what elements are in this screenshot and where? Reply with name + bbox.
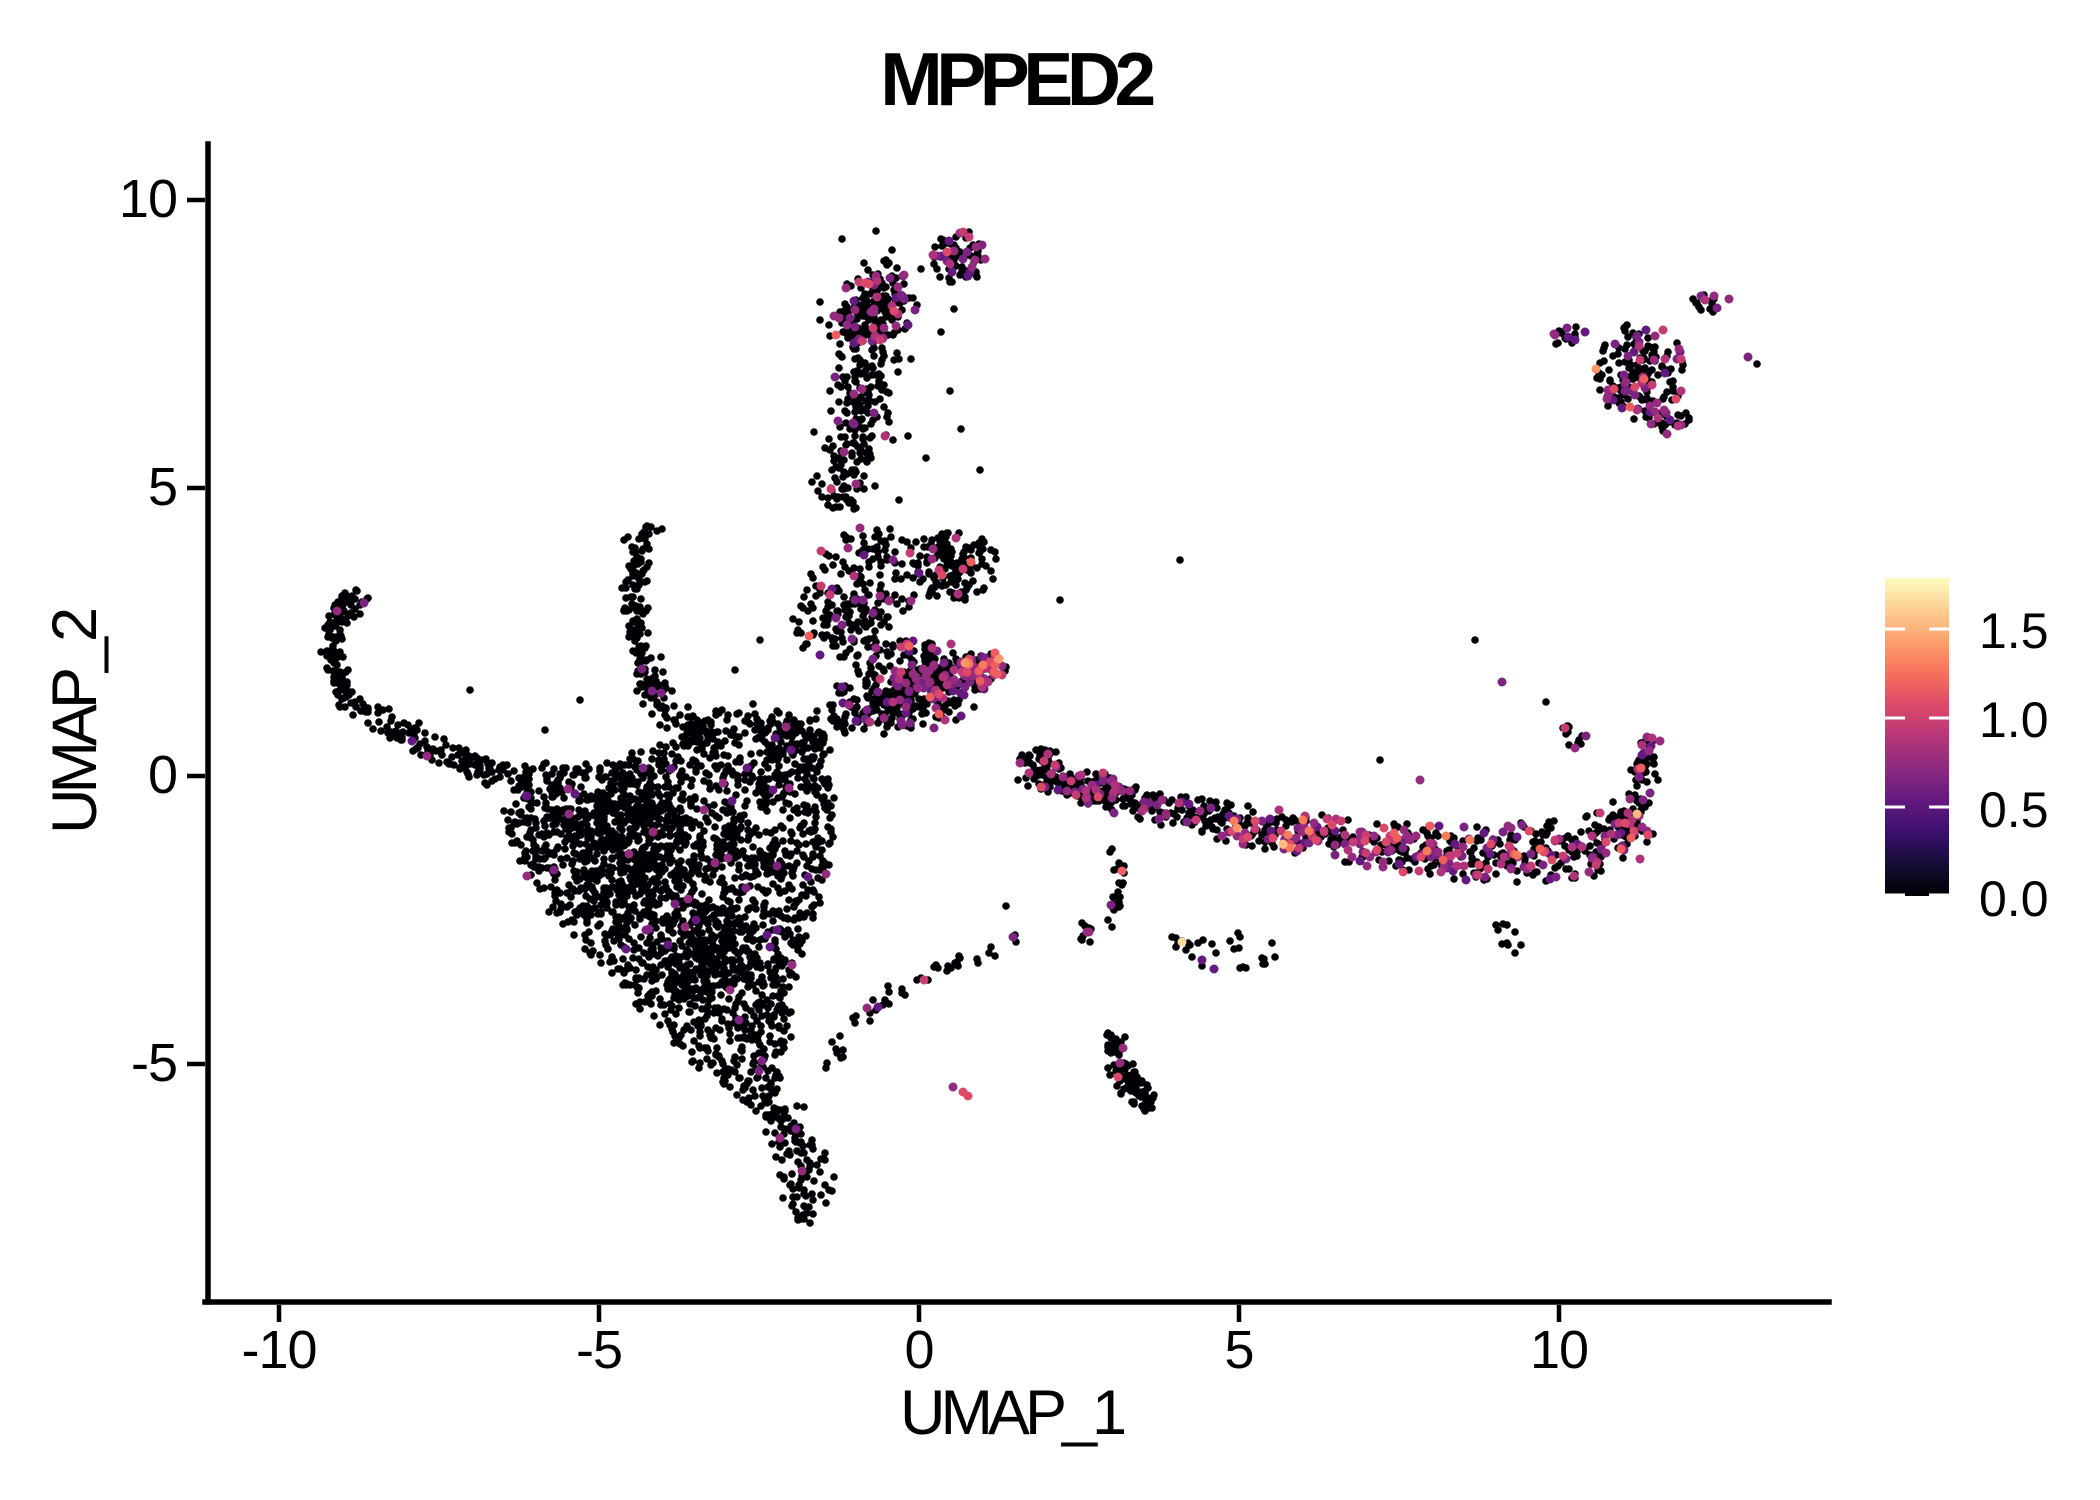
svg-text:1.5: 1.5: [1979, 603, 2049, 659]
svg-text:MPPED2: MPPED2: [880, 37, 1153, 121]
svg-text:5: 5: [1224, 1320, 1253, 1380]
svg-text:0.5: 0.5: [1979, 782, 2049, 838]
svg-text:0: 0: [904, 1320, 933, 1380]
svg-text:UMAP_1: UMAP_1: [900, 1378, 1124, 1448]
svg-text:-5: -5: [576, 1320, 622, 1380]
svg-text:1.0: 1.0: [1979, 692, 2049, 748]
svg-text:UMAP_2: UMAP_2: [40, 610, 110, 834]
svg-text:-10: -10: [241, 1320, 316, 1380]
svg-text:0.0: 0.0: [1979, 871, 2049, 927]
svg-text:5: 5: [148, 457, 177, 517]
svg-text:-5: -5: [131, 1033, 177, 1093]
svg-text:0: 0: [148, 745, 177, 805]
svg-text:10: 10: [119, 169, 177, 229]
svg-text:10: 10: [1530, 1320, 1588, 1380]
